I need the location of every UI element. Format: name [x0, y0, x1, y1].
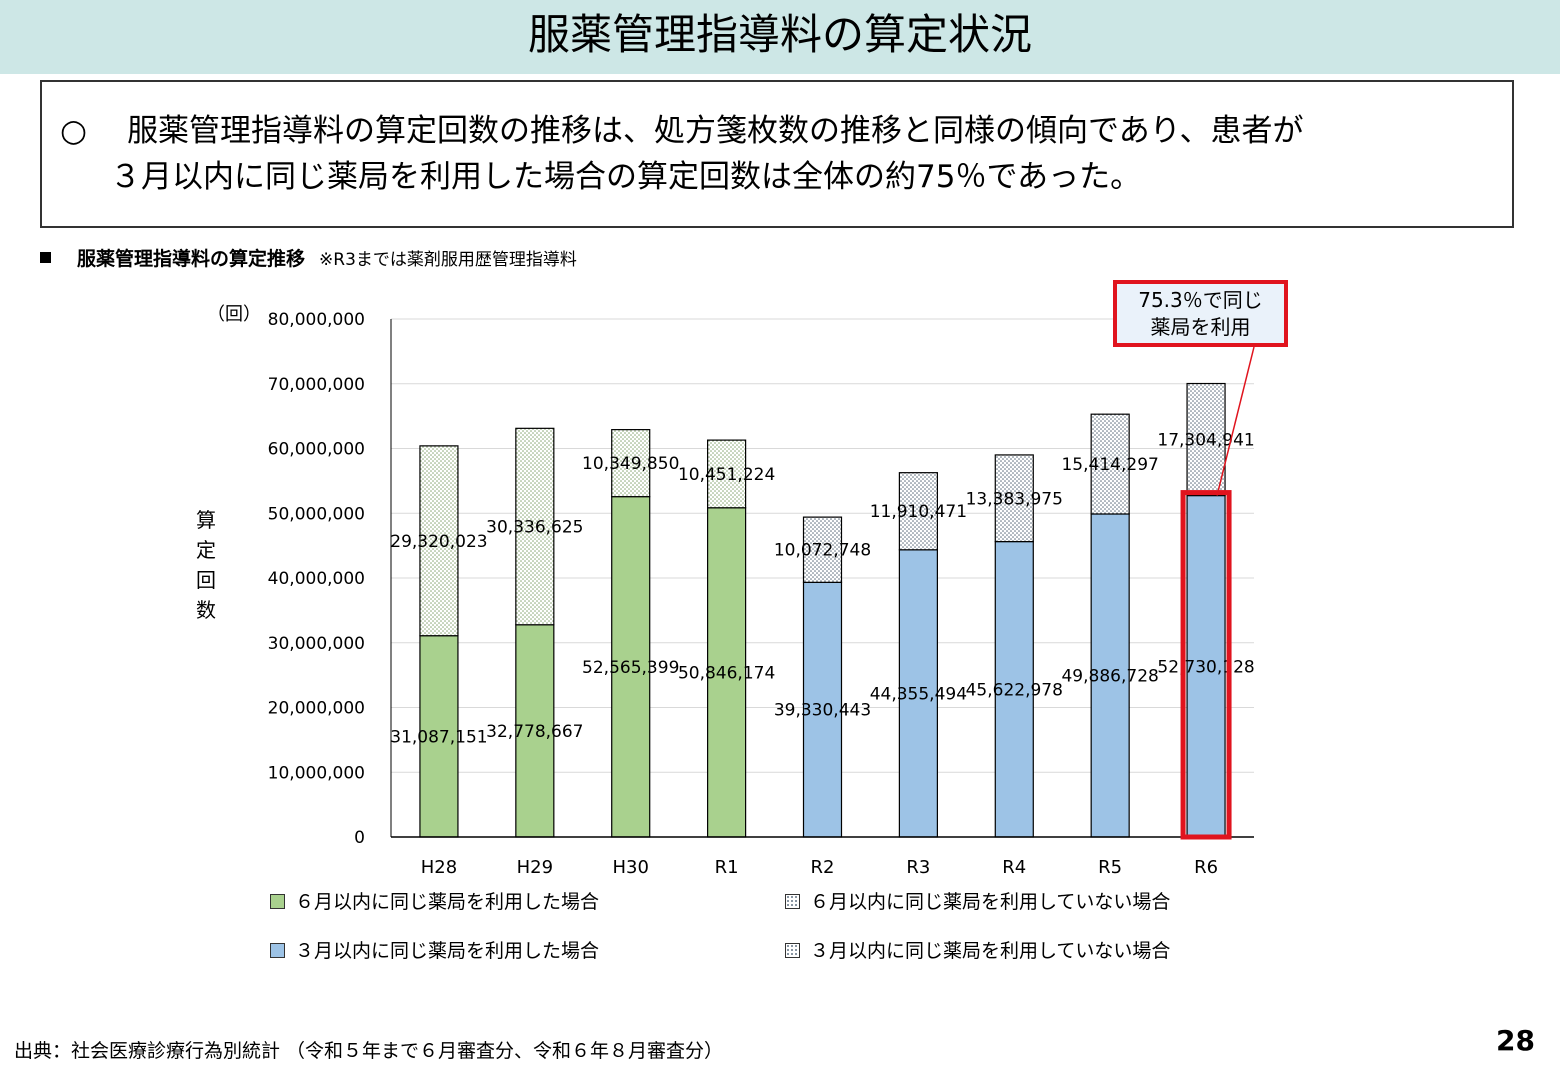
- data-label-other-pharmacy: 10,072,748: [774, 541, 871, 561]
- legend-swatch-blue: [270, 943, 285, 958]
- callout-line-2: 薬局を利用: [1150, 315, 1251, 339]
- legend-label-green-dotted: ６月以内に同じ薬局を利用していない場合: [810, 891, 1171, 913]
- page-number: 28: [1496, 1024, 1535, 1057]
- y-tick-label: 50,000,000: [268, 504, 365, 524]
- square-bullet-icon: [40, 252, 51, 263]
- y-axis-title: 算定回数: [196, 508, 216, 622]
- legend-swatch-green: [270, 894, 285, 909]
- bar-segment-same-pharmacy: [515, 624, 555, 838]
- y-tick-label: 60,000,000: [268, 440, 365, 460]
- data-label-same-pharmacy: 50,846,174: [678, 663, 775, 683]
- legend-label-green: ６月以内に同じ薬局を利用した場合: [295, 891, 600, 913]
- bar-segment-same-pharmacy: [898, 549, 938, 838]
- x-tick-label: H30: [612, 857, 648, 878]
- data-label-other-pharmacy: 13,383,975: [966, 489, 1063, 509]
- y-tick-label: 0: [354, 828, 365, 848]
- page-title: 服薬管理指導料の算定状況: [0, 0, 1560, 74]
- data-label-same-pharmacy: 44,355,494: [870, 684, 967, 704]
- source-note: 出典：社会医療診療行為別統計 （令和５年まで６月審査分、令和６年８月審査分）: [14, 1040, 724, 1062]
- bar-segment-other-pharmacy: [802, 516, 843, 583]
- callout-line-1: 75.3％で同じ: [1138, 288, 1263, 312]
- data-label-same-pharmacy: 31,087,151: [390, 727, 487, 747]
- bar-segment-other-pharmacy: [994, 454, 1034, 543]
- section-note: ※R3までは薬剤服用歴管理指導料: [319, 250, 577, 270]
- x-tick-label: R5: [1098, 857, 1122, 878]
- bar-segment-same-pharmacy: [1186, 494, 1226, 838]
- x-tick-label: R1: [715, 857, 739, 878]
- legend-swatch-blue-dotted: [785, 943, 800, 958]
- data-label-same-pharmacy: 45,622,978: [966, 680, 1063, 700]
- callout-box: 75.3％で同じ 薬局を利用: [1113, 280, 1288, 347]
- summary-text-1: 服薬管理指導料の算定回数の推移は、処方箋枚数の推移と同様の傾向であり、患者が: [127, 113, 1304, 149]
- bar-segment-other-pharmacy: [611, 429, 651, 498]
- data-label-other-pharmacy: 30,336,625: [486, 518, 583, 538]
- y-tick-label: 40,000,000: [268, 569, 365, 589]
- y-tick-label: 20,000,000: [268, 699, 365, 719]
- y-unit-label: （回）: [207, 304, 261, 325]
- callout-connector-line: [1216, 346, 1255, 496]
- bar-segment-other-pharmacy: [419, 445, 459, 637]
- data-label-other-pharmacy: 10,349,850: [582, 454, 679, 474]
- x-tick-label: R4: [1002, 857, 1026, 878]
- legend-green-dotted: ６月以内に同じ薬局を利用していない場合: [785, 890, 1170, 914]
- section-heading: 服薬管理指導料の算定推移 ※R3までは薬剤服用歴管理指導料: [40, 246, 577, 273]
- x-tick-label: R3: [906, 857, 930, 878]
- data-label-other-pharmacy: 17,304,941: [1157, 431, 1254, 451]
- data-label-other-pharmacy: 11,910,471: [870, 502, 967, 522]
- stacked-bar-chart: 0 10,000,000 20,000,000 30,000,000 40,000,00…: [196, 304, 1255, 878]
- data-label-other-pharmacy: 29,320,023: [390, 532, 487, 552]
- bullet-circle-icon: ○: [60, 113, 88, 149]
- data-label-same-pharmacy: 39,330,443: [774, 701, 871, 721]
- legend-blue-dotted: ３月以内に同じ薬局を利用していない場合: [785, 939, 1170, 963]
- data-label-other-pharmacy: 10,451,224: [678, 465, 775, 485]
- legend-green: ６月以内に同じ薬局を利用した場合: [270, 890, 599, 914]
- legend-label-blue-dotted: ３月以内に同じ薬局を利用していない場合: [810, 940, 1171, 962]
- data-label-same-pharmacy: 32,778,667: [486, 722, 583, 742]
- y-tick-label: 30,000,000: [268, 634, 365, 654]
- bar-segment-same-pharmacy: [611, 496, 651, 838]
- x-tick-label: H28: [421, 857, 457, 878]
- bar-segment-other-pharmacy: [707, 439, 747, 509]
- x-tick-label: H29: [517, 857, 553, 878]
- data-label-same-pharmacy: 49,886,728: [1061, 666, 1158, 686]
- data-label-same-pharmacy: 52,565,399: [582, 658, 679, 678]
- bar-segment-other-pharmacy: [515, 427, 555, 626]
- y-tick-label: 70,000,000: [268, 375, 365, 395]
- summary-box: ○ 服薬管理指導料の算定回数の推移は、処方箋枚数の推移と同様の傾向であり、患者が …: [40, 80, 1514, 228]
- y-tick-label: 10,000,000: [268, 763, 365, 783]
- bar-segment-other-pharmacy: [1090, 413, 1130, 515]
- y-tick-label: 80,000,000: [268, 310, 365, 330]
- summary-text-2: ３月以内に同じ薬局を利用した場合の算定回数は全体の約75％であった。: [110, 159, 1142, 195]
- bar-segment-other-pharmacy: [1186, 382, 1226, 497]
- legend-blue: ３月以内に同じ薬局を利用した場合: [270, 939, 599, 963]
- legend-label-blue: ３月以内に同じ薬局を利用した場合: [295, 940, 600, 962]
- data-label-same-pharmacy: 52,730,128: [1157, 657, 1254, 677]
- section-heading-text: 服薬管理指導料の算定推移: [77, 248, 306, 270]
- summary-line-1: ○ 服薬管理指導料の算定回数の推移は、処方箋枚数の推移と同様の傾向であり、患者が: [60, 108, 1498, 154]
- legend-swatch-green-dotted: [785, 894, 800, 909]
- data-label-other-pharmacy: 15,414,297: [1061, 455, 1158, 475]
- x-tick-label: R6: [1194, 857, 1218, 878]
- bar-segment-same-pharmacy: [419, 635, 459, 838]
- highlight-box: [1180, 490, 1232, 840]
- x-tick-label: R2: [811, 857, 835, 878]
- bar-segment-other-pharmacy: [898, 472, 938, 551]
